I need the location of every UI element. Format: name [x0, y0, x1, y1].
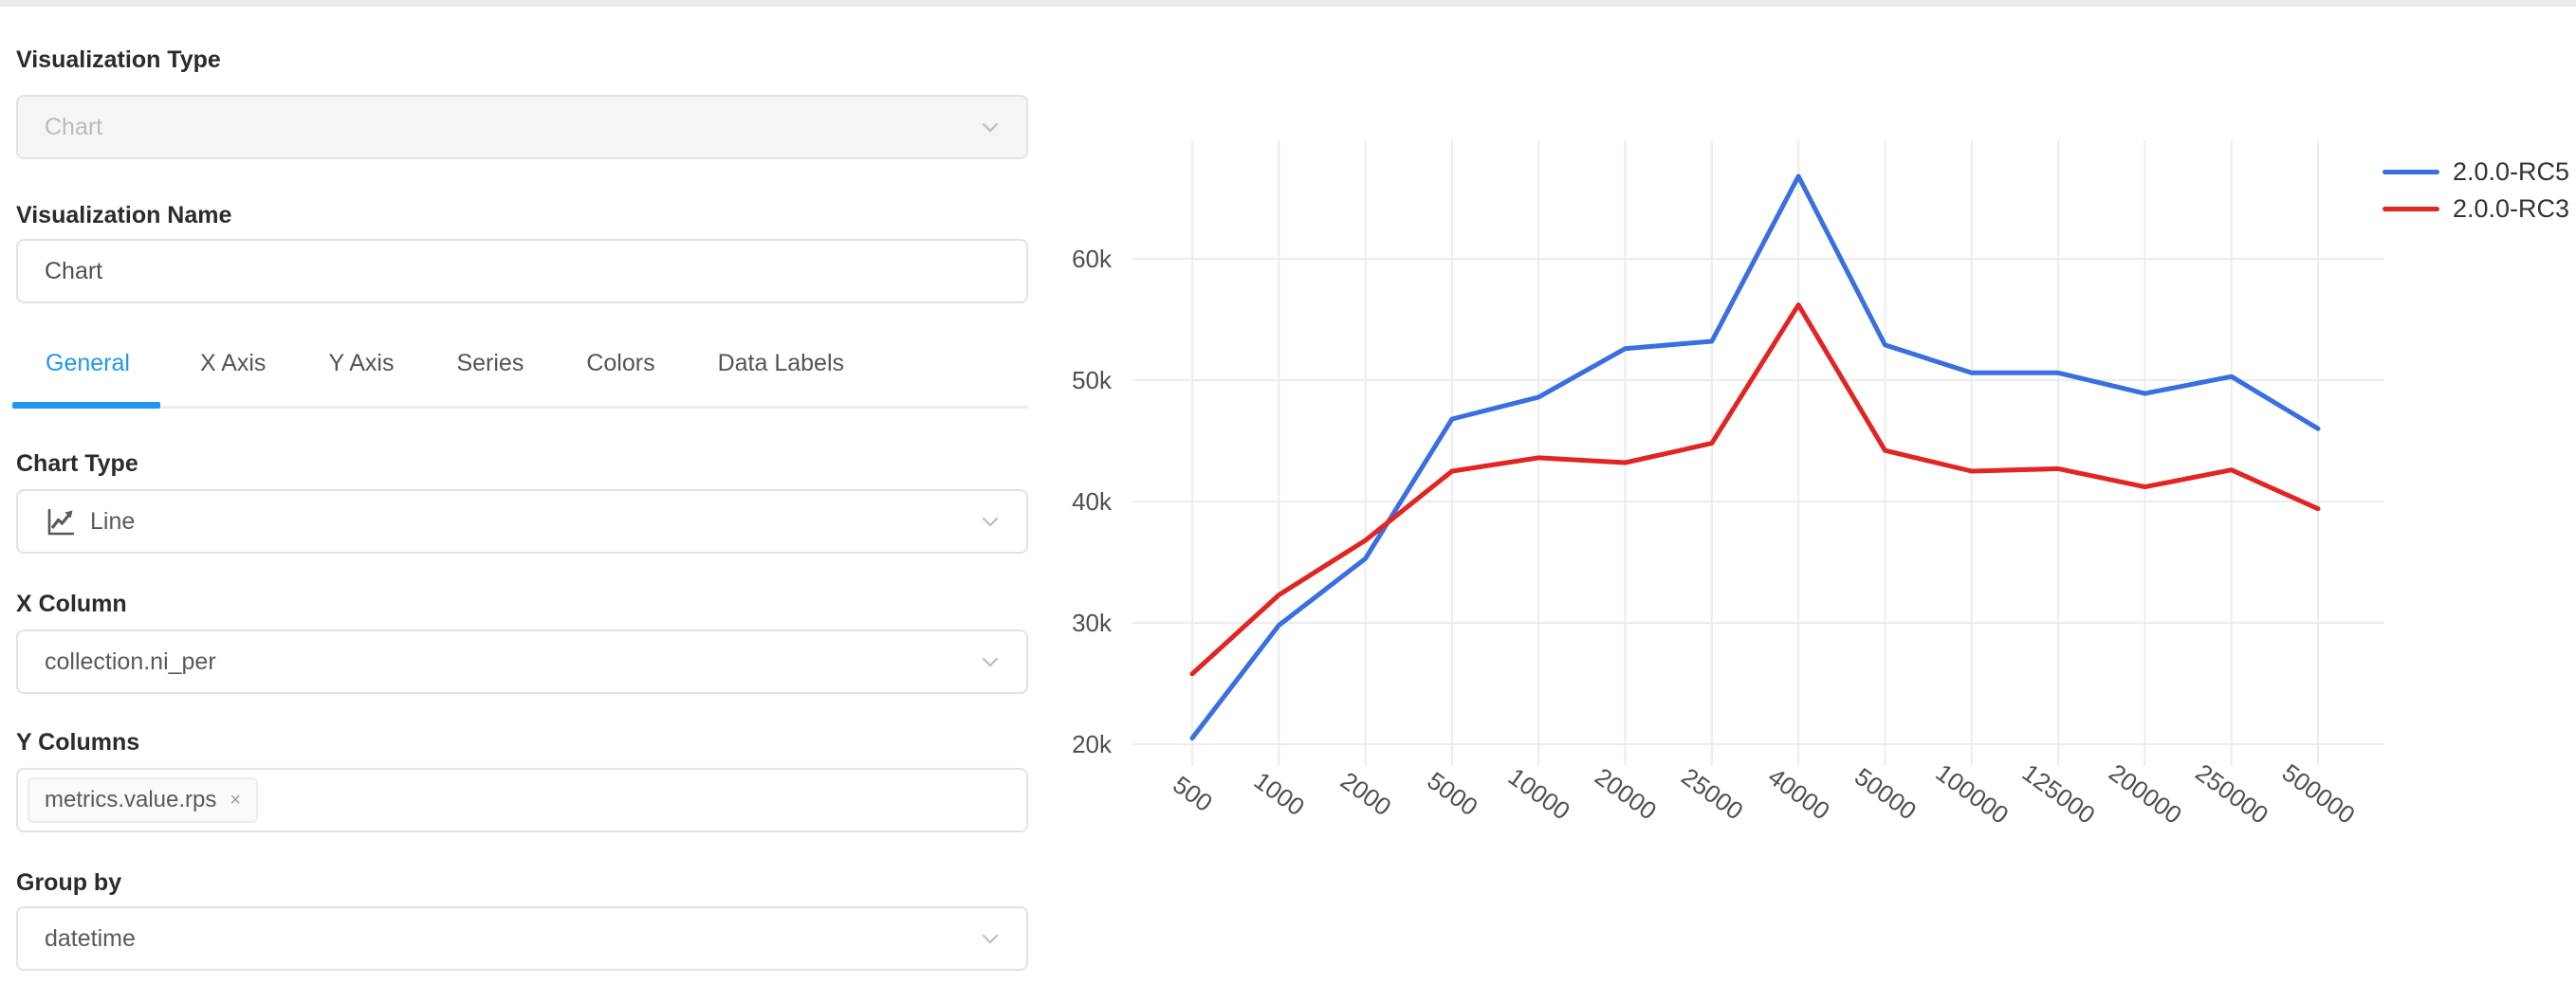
legend-label: 2.0.0-RC5	[2453, 156, 2570, 186]
x-axis-tick-label: 40000	[1763, 762, 1835, 826]
x-column-value: collection.ni_per	[45, 647, 216, 675]
x-axis-tick-label: 10000	[1503, 762, 1575, 826]
legend-item-2.0.0-RC3[interactable]: 2.0.0-RC3	[2383, 192, 2569, 225]
line-chart-icon	[45, 505, 77, 538]
tab-general[interactable]: General	[46, 350, 130, 376]
y-axis-tick-label: 50k	[1072, 366, 1113, 394]
x-column-select[interactable]: collection.ni_per	[16, 629, 1028, 694]
tab-x-axis[interactable]: X Axis	[199, 350, 267, 376]
y-axis-tick-label: 40k	[1072, 487, 1113, 516]
x-column-label: X Column	[16, 591, 127, 617]
visualization-type-select[interactable]: Chart	[16, 95, 1028, 159]
chevron-down-icon	[977, 508, 1003, 535]
tab-data-labels[interactable]: Data Labels	[717, 350, 845, 376]
x-axis-tick-label: 2000	[1335, 766, 1396, 821]
x-axis-tick-label: 1000	[1249, 766, 1310, 821]
y-axis-tick-label: 60k	[1072, 245, 1113, 273]
y-columns-label: Y Columns	[16, 729, 140, 756]
x-axis-tick-label: 500000	[2277, 758, 2361, 830]
visualization-name-input[interactable]	[16, 239, 1028, 303]
settings-tabs: General X Axis Y Axis Series Colors Data Labe…	[12, 347, 1028, 413]
x-axis-tick-label: 200000	[2104, 758, 2187, 830]
chart-type-value: Line	[90, 507, 136, 535]
x-axis-tick-label: 5000	[1422, 766, 1482, 821]
chart-legend: 2.0.0-RC5 2.0.0-RC3	[2383, 155, 2569, 229]
legend-line-swatch	[2383, 206, 2439, 211]
chart-type-select[interactable]: Line	[16, 489, 1028, 554]
visualization-type-label: Visualization Type	[16, 46, 221, 73]
chevron-down-icon	[977, 925, 1003, 952]
config-panel: Visualization Type Chart Visualization N…	[12, 0, 1028, 1003]
visualization-type-value: Chart	[45, 113, 103, 140]
y-columns-multiselect[interactable]: metrics.value.rps ×	[16, 768, 1028, 832]
series-line-2.0.0-RC5[interactable]	[1189, 173, 2321, 741]
x-axis-tick-label: 25000	[1676, 762, 1748, 826]
y-column-tag: metrics.value.rps ×	[28, 777, 259, 823]
tab-colors[interactable]: Colors	[586, 350, 655, 376]
chevron-down-icon	[977, 114, 1003, 140]
tab-y-axis[interactable]: Y Axis	[328, 350, 395, 376]
group-by-label: Group by	[16, 869, 122, 896]
x-axis-tick-label: 20000	[1590, 762, 1662, 826]
chart-type-label: Chart Type	[16, 450, 138, 477]
tabs-row: General X Axis Y Axis Series Colors Data Labe…	[12, 347, 907, 379]
x-axis-tick-label: 125000	[2017, 758, 2101, 830]
top-divider	[0, 0, 2576, 7]
active-tab-inkbar	[12, 402, 160, 409]
x-axis-tick-label: 50000	[1849, 762, 1922, 826]
visualization-name-label: Visualization Name	[16, 202, 232, 228]
y-column-tag-text: metrics.value.rps	[45, 787, 217, 812]
legend-label: 2.0.0-RC3	[2453, 193, 2570, 223]
y-axis-tick-label: 30k	[1072, 609, 1113, 637]
x-axis-tick-label: 500	[1168, 770, 1218, 817]
y-axis-tick-label: 20k	[1072, 730, 1113, 758]
series-line-2.0.0-RC3[interactable]	[1189, 302, 2321, 677]
x-axis-tick-label: 100000	[1930, 758, 2014, 830]
line-chart: 60k 50k 40k 30k 20k 500 1000 2000 5000 10000 20000…	[1034, 114, 2438, 882]
x-axis-tick-label: 250000	[2190, 758, 2273, 830]
tabs-divider	[16, 406, 1028, 409]
group-by-select[interactable]: datetime	[16, 906, 1028, 971]
tab-series[interactable]: Series	[456, 350, 524, 376]
group-by-value: datetime	[45, 924, 136, 952]
remove-tag-icon[interactable]: ×	[230, 790, 242, 811]
chevron-down-icon	[977, 648, 1003, 675]
legend-item-2.0.0-RC5[interactable]: 2.0.0-RC5	[2383, 155, 2569, 188]
legend-line-swatch	[2383, 169, 2439, 174]
